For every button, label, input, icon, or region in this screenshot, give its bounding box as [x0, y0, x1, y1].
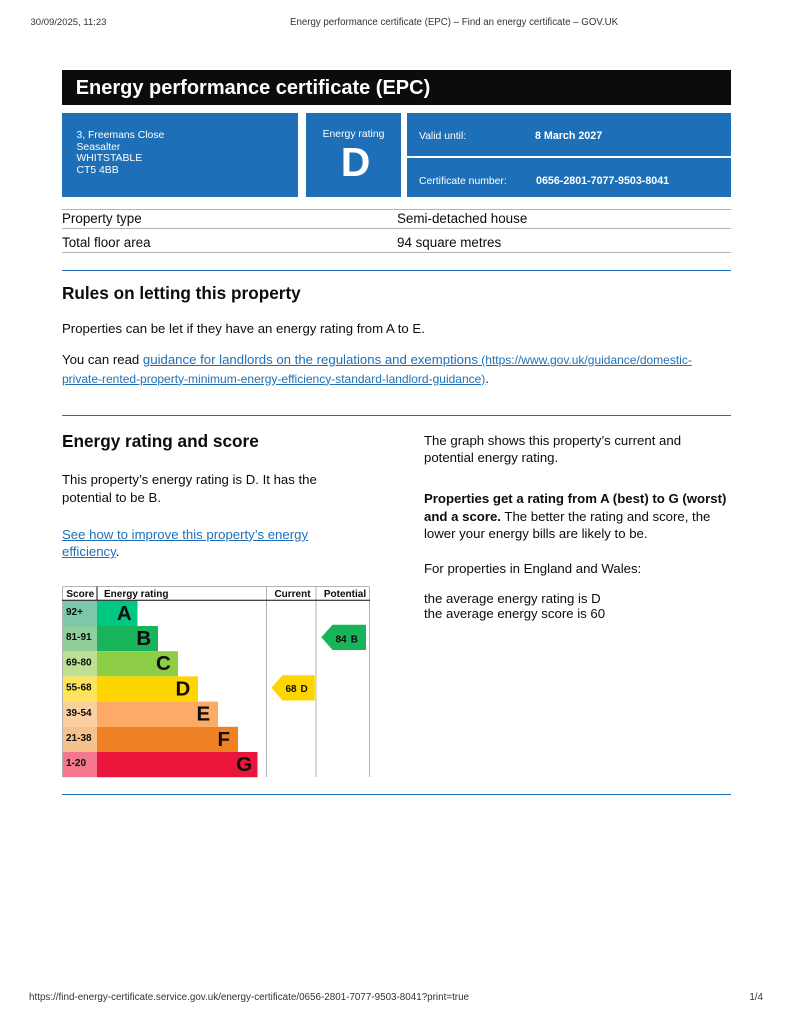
svg-text:B: B — [351, 634, 358, 645]
svg-text:92+: 92+ — [66, 607, 83, 618]
svg-text:Potential: Potential — [324, 589, 366, 600]
svg-text:69-80: 69-80 — [66, 657, 92, 668]
svg-text:84: 84 — [336, 634, 348, 645]
svg-text:1-20: 1-20 — [66, 758, 86, 769]
svg-text:55-68: 55-68 — [66, 683, 92, 694]
svg-text:C: C — [156, 652, 171, 675]
svg-text:39-54: 39-54 — [66, 708, 92, 719]
svg-text:D: D — [301, 684, 308, 695]
svg-text:21-38: 21-38 — [66, 733, 92, 744]
svg-text:G: G — [236, 753, 252, 776]
svg-text:Score: Score — [66, 589, 94, 600]
svg-text:81-91: 81-91 — [66, 632, 92, 643]
svg-text:Current: Current — [274, 589, 311, 600]
svg-text:B: B — [136, 627, 151, 650]
svg-text:D: D — [175, 677, 190, 700]
svg-text:A: A — [117, 602, 132, 625]
svg-text:E: E — [196, 703, 210, 726]
svg-text:F: F — [218, 728, 231, 751]
svg-text:68: 68 — [286, 684, 298, 695]
svg-text:Energy rating: Energy rating — [104, 589, 168, 600]
